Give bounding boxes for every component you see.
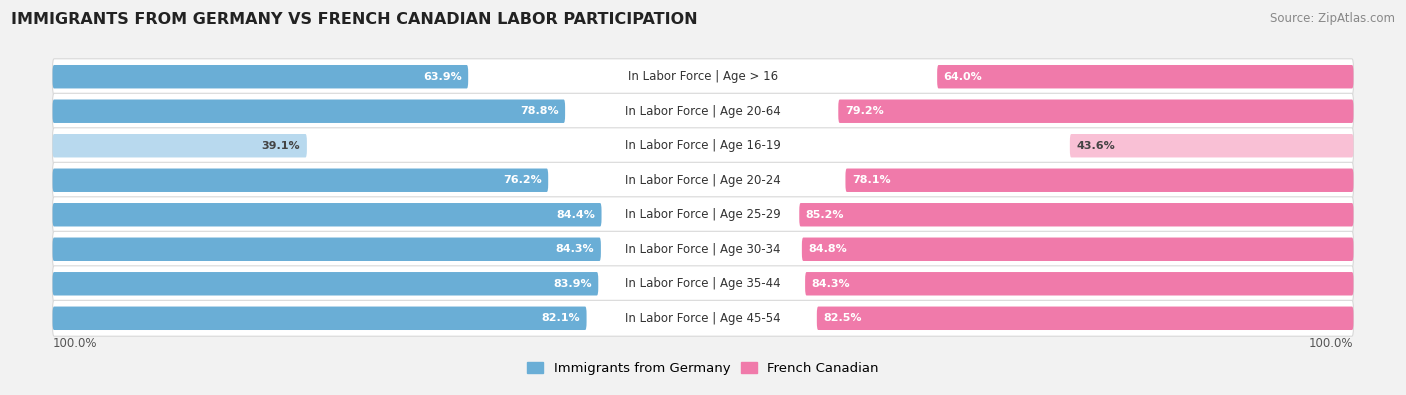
- Text: 83.9%: 83.9%: [553, 279, 592, 289]
- FancyBboxPatch shape: [52, 266, 1354, 302]
- FancyBboxPatch shape: [52, 237, 600, 261]
- FancyBboxPatch shape: [52, 59, 1354, 95]
- Text: 76.2%: 76.2%: [503, 175, 541, 185]
- Text: In Labor Force | Age 35-44: In Labor Force | Age 35-44: [626, 277, 780, 290]
- Legend: Immigrants from Germany, French Canadian: Immigrants from Germany, French Canadian: [522, 356, 884, 380]
- Text: 63.9%: 63.9%: [423, 72, 461, 82]
- Text: IMMIGRANTS FROM GERMANY VS FRENCH CANADIAN LABOR PARTICIPATION: IMMIGRANTS FROM GERMANY VS FRENCH CANADI…: [11, 12, 697, 27]
- Text: 82.1%: 82.1%: [541, 313, 581, 323]
- Text: 43.6%: 43.6%: [1077, 141, 1115, 151]
- FancyBboxPatch shape: [817, 307, 1354, 330]
- FancyBboxPatch shape: [838, 100, 1354, 123]
- Text: In Labor Force | Age 30-34: In Labor Force | Age 30-34: [626, 243, 780, 256]
- Text: In Labor Force | Age 16-19: In Labor Force | Age 16-19: [626, 139, 780, 152]
- FancyBboxPatch shape: [1070, 134, 1354, 158]
- Text: 84.3%: 84.3%: [811, 279, 851, 289]
- FancyBboxPatch shape: [806, 272, 1354, 295]
- FancyBboxPatch shape: [52, 203, 602, 226]
- FancyBboxPatch shape: [52, 128, 1354, 164]
- Text: 84.3%: 84.3%: [555, 244, 595, 254]
- Text: 79.2%: 79.2%: [845, 106, 883, 116]
- Text: 85.2%: 85.2%: [806, 210, 844, 220]
- Text: Source: ZipAtlas.com: Source: ZipAtlas.com: [1270, 12, 1395, 25]
- Text: In Labor Force | Age 20-24: In Labor Force | Age 20-24: [626, 174, 780, 187]
- FancyBboxPatch shape: [52, 231, 1354, 267]
- Text: 84.4%: 84.4%: [557, 210, 595, 220]
- FancyBboxPatch shape: [52, 162, 1354, 198]
- FancyBboxPatch shape: [52, 93, 1354, 129]
- FancyBboxPatch shape: [799, 203, 1354, 226]
- Text: 64.0%: 64.0%: [943, 72, 983, 82]
- Text: In Labor Force | Age 45-54: In Labor Force | Age 45-54: [626, 312, 780, 325]
- Text: In Labor Force | Age 20-64: In Labor Force | Age 20-64: [626, 105, 780, 118]
- Text: In Labor Force | Age > 16: In Labor Force | Age > 16: [628, 70, 778, 83]
- FancyBboxPatch shape: [845, 169, 1354, 192]
- FancyBboxPatch shape: [52, 300, 1354, 336]
- FancyBboxPatch shape: [52, 65, 468, 88]
- Text: 82.5%: 82.5%: [824, 313, 862, 323]
- Text: 100.0%: 100.0%: [1309, 337, 1354, 350]
- Text: 84.8%: 84.8%: [808, 244, 848, 254]
- Text: 100.0%: 100.0%: [52, 337, 97, 350]
- FancyBboxPatch shape: [52, 169, 548, 192]
- FancyBboxPatch shape: [52, 307, 586, 330]
- Text: 78.1%: 78.1%: [852, 175, 890, 185]
- FancyBboxPatch shape: [52, 100, 565, 123]
- FancyBboxPatch shape: [938, 65, 1354, 88]
- FancyBboxPatch shape: [52, 197, 1354, 233]
- FancyBboxPatch shape: [52, 272, 599, 295]
- Text: In Labor Force | Age 25-29: In Labor Force | Age 25-29: [626, 208, 780, 221]
- FancyBboxPatch shape: [801, 237, 1354, 261]
- FancyBboxPatch shape: [52, 134, 307, 158]
- Text: 39.1%: 39.1%: [262, 141, 301, 151]
- Text: 78.8%: 78.8%: [520, 106, 558, 116]
